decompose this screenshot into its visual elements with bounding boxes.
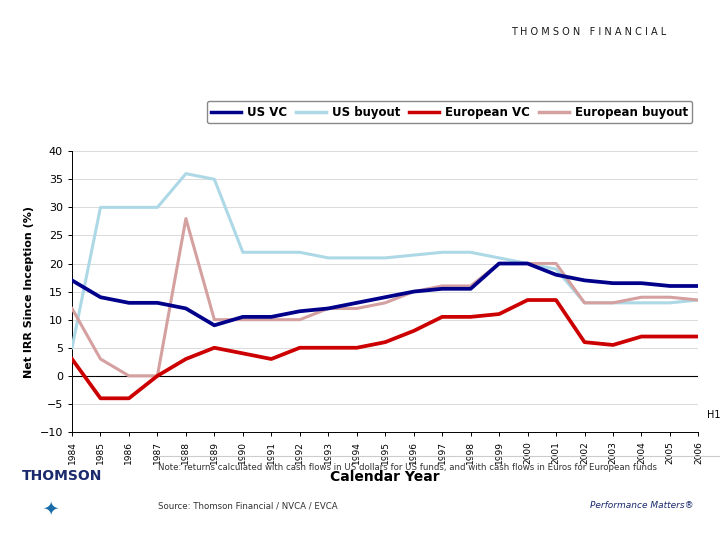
Text: ✦: ✦: [42, 500, 58, 519]
X-axis label: Calendar Year: Calendar Year: [330, 470, 440, 484]
Text: Source: Thomson Financial / NVCA / EVCA: Source: Thomson Financial / NVCA / EVCA: [158, 501, 338, 510]
Text: Cumulative IRR Since Inception by Calendar Year: Cumulative IRR Since Inception by Calend…: [22, 114, 441, 130]
Text: THOMSON: THOMSON: [22, 469, 102, 483]
Text: H1: H1: [707, 410, 720, 420]
Y-axis label: Net IRR Since Inception (%): Net IRR Since Inception (%): [24, 206, 34, 377]
Text: T H O M S O N   F I N A N C I A L: T H O M S O N F I N A N C I A L: [511, 26, 667, 37]
Text: European vs. US Private Equity: European vs. US Private Equity: [22, 82, 289, 97]
Text: Performance Matters®: Performance Matters®: [590, 501, 694, 510]
Legend: US VC, US buyout, European VC, European buyout: US VC, US buyout, European VC, European …: [207, 101, 693, 123]
Text: Note: returns calculated with cash flows in US dollars for US funds, and with ca: Note: returns calculated with cash flows…: [158, 463, 657, 472]
Text: 30: 30: [658, 99, 681, 117]
